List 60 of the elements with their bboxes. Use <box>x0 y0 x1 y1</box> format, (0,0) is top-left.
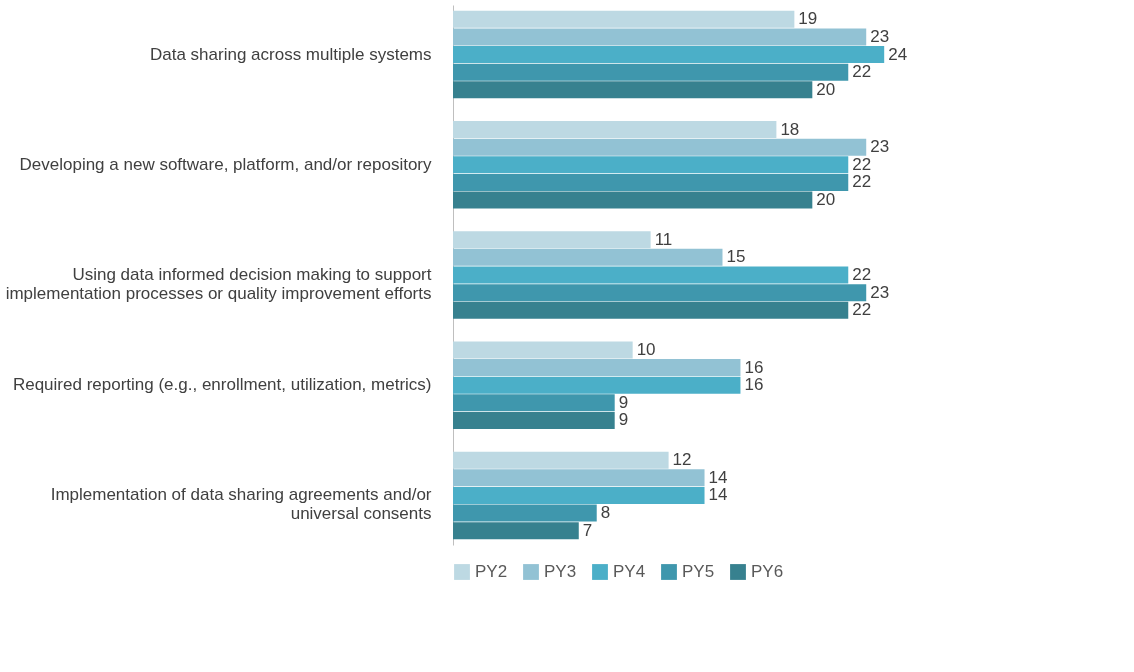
legend-label: PY6 <box>751 562 784 581</box>
data-label: 9 <box>618 392 629 412</box>
data-label: 15 <box>726 247 746 267</box>
data-label: 22 <box>852 300 872 320</box>
bar <box>453 156 849 174</box>
data-label: 22 <box>852 154 872 174</box>
bar <box>453 284 867 302</box>
bar <box>453 411 615 429</box>
bar <box>453 46 885 64</box>
bar <box>453 469 705 487</box>
data-label: 22 <box>852 265 872 284</box>
data-label: 10 <box>636 339 656 359</box>
y-tick-label: Developing a new software, platform, and/or repository <box>19 154 432 174</box>
data-label: 22 <box>852 62 872 82</box>
bar <box>453 81 813 99</box>
bar <box>453 376 741 394</box>
bar <box>453 266 849 284</box>
data-label: 16 <box>744 375 764 395</box>
data-label: 22 <box>852 172 872 192</box>
bar <box>453 394 615 412</box>
data-label: 9 <box>618 410 629 430</box>
bar <box>453 301 849 319</box>
bar <box>453 522 579 540</box>
y-tick-label: Data sharing across multiple systems <box>149 44 432 64</box>
data-label: 20 <box>816 79 836 99</box>
data-label: 11 <box>654 229 673 249</box>
bar <box>453 28 867 46</box>
bar <box>453 231 651 249</box>
data-label: 19 <box>798 9 818 29</box>
data-label: 14 <box>708 467 728 487</box>
data-label: 23 <box>870 26 890 46</box>
data-label: 18 <box>780 119 800 139</box>
data-label: 14 <box>708 485 728 505</box>
bar <box>453 121 777 139</box>
data-label: 20 <box>816 190 836 210</box>
y-tick-label: Implementation of data sharing agreements and/or universal consents <box>50 485 432 524</box>
bar <box>453 486 705 504</box>
bar <box>453 359 741 377</box>
data-label: 23 <box>870 137 890 157</box>
bar <box>453 63 849 81</box>
legend-label: PY4 <box>613 562 646 581</box>
y-tick-label: Using data informed decision making to support implementation processes or quality improvement efforts <box>5 265 432 303</box>
data-label: 7 <box>582 520 593 540</box>
bar <box>453 138 867 156</box>
data-label: 12 <box>672 450 692 470</box>
bar <box>453 10 795 28</box>
legend-label: PY5 <box>682 562 715 581</box>
y-tick-label: Required reporting (e.g., enrollment, utilization, metrics) <box>12 375 432 395</box>
legend-label: PY3 <box>544 562 577 581</box>
bar <box>453 173 849 191</box>
bar <box>453 248 723 266</box>
bar <box>453 191 813 209</box>
legend-label: PY2 <box>475 562 508 581</box>
bar <box>453 341 633 359</box>
data-label: 24 <box>888 44 908 64</box>
data-label: 8 <box>600 503 611 523</box>
data-label: 16 <box>744 357 764 377</box>
bar <box>453 504 597 522</box>
bar <box>453 451 669 469</box>
data-label: 23 <box>870 282 890 302</box>
